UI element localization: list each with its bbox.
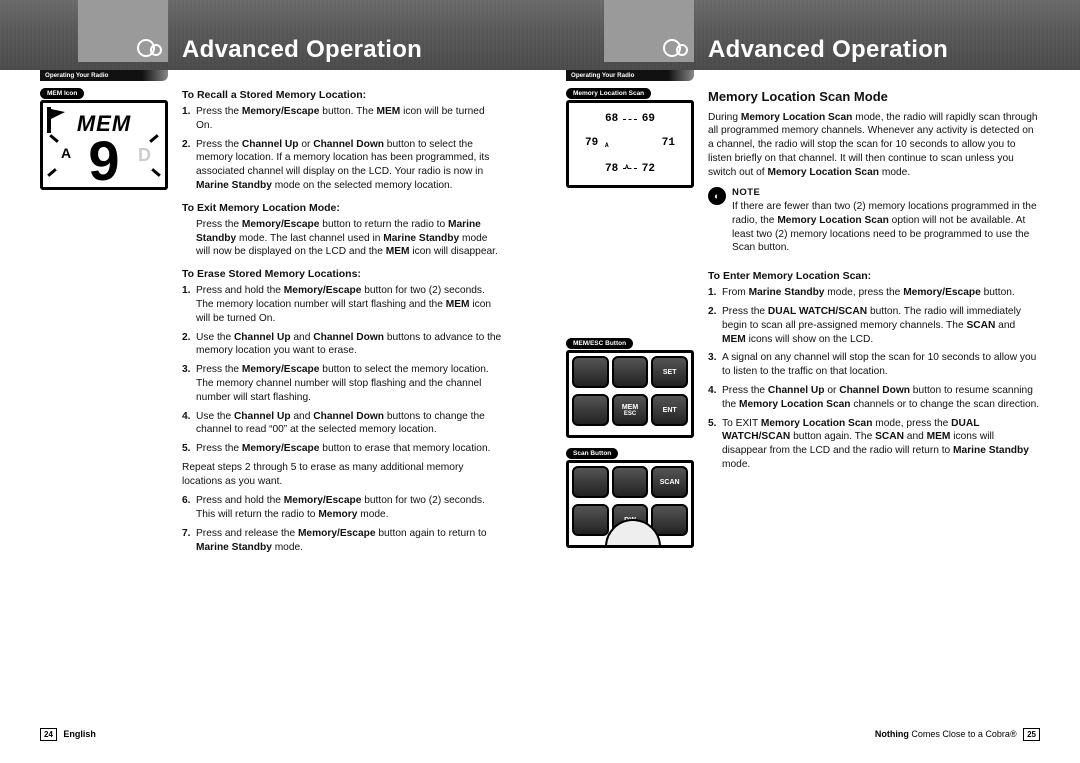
para-repeat: Repeat steps 2 through 5 to erase as man… [182, 461, 502, 489]
note-block: ◐ NOTE If there are fewer than two (2) m… [708, 187, 1040, 261]
subhead-recall: To Recall a Stored Memory Location: [182, 88, 502, 102]
footer-lang: English [63, 729, 96, 739]
tab-right [604, 0, 694, 62]
pill-scan-btn: Scan Button [566, 448, 618, 459]
list-item: 4.Use the Channel Up and Channel Down bu… [182, 410, 502, 438]
list-item: 2.Press the DUAL WATCH/SCAN button. The … [708, 305, 1040, 346]
page-title-right: Advanced Operation [708, 36, 948, 64]
list-item: 5.To EXIT Memory Location Scan mode, pre… [708, 417, 1040, 472]
list-item: 4.Press the Channel Up or Channel Down b… [708, 384, 1040, 412]
cobra-logo-icon [662, 36, 690, 58]
lcd-d: D [138, 145, 151, 166]
breadcrumb-left: Operating Your Radio [40, 70, 168, 81]
tab-left [78, 0, 168, 62]
keypad-memesc-figure: SET MEMESC ENT [566, 350, 694, 438]
scan-key: SCAN [651, 466, 688, 498]
mem-esc-key: MEMESC [612, 394, 649, 426]
set-key: SET [651, 356, 688, 388]
breadcrumb-right: Operating Your Radio [566, 70, 694, 81]
right-text-column: Memory Location Scan Mode During Memory … [708, 88, 1040, 477]
cobra-logo-icon [136, 36, 164, 58]
note-label: NOTE [732, 187, 1040, 200]
para: Press the Memory/Escape button to return… [182, 218, 502, 259]
subhead-erase: To Erase Stored Memory Locations: [182, 267, 502, 281]
subhead-exit: To Exit Memory Location Mode: [182, 201, 502, 215]
list-item: 5.Press the Memory/Escape button to eras… [182, 442, 502, 456]
lcd-scan-figure: 68 69 79 A 71 78 A 72 [566, 100, 694, 188]
page-number-right: 25 [1023, 728, 1040, 741]
list-item: 6.Press and hold the Memory/Escape butto… [182, 494, 502, 522]
note-icon: ◐ [708, 187, 726, 205]
list-item: 7.Press and release the Memory/Escape bu… [182, 527, 502, 555]
list-item: 1.Press the Memory/Escape button. The ME… [182, 105, 502, 133]
list-item: 3.Press the Memory/Escape button to sele… [182, 363, 502, 404]
list-item: 2.Use the Channel Up and Channel Down bu… [182, 331, 502, 359]
note-text: If there are fewer than two (2) memory l… [732, 200, 1040, 255]
footer-left: 24 English [40, 728, 96, 741]
list-item: 2.Press the Channel Up or Channel Down b… [182, 138, 502, 193]
page-title-left: Advanced Operation [182, 36, 422, 64]
list-item: 1.Press and hold the Memory/Escape butto… [182, 284, 502, 325]
left-text-column: To Recall a Stored Memory Location: 1.Pr… [182, 88, 502, 559]
ent-key: ENT [651, 394, 688, 426]
footer-right: Nothing Comes Close to a Cobra® 25 [875, 728, 1040, 741]
pill-mem-scan: Memory Location Scan [566, 88, 651, 99]
list-item: 3.A signal on any channel will stop the … [708, 351, 1040, 379]
page-number-left: 24 [40, 728, 57, 741]
pill-mem-icon: MEM Icon [40, 88, 84, 99]
section-head-scan: Memory Location Scan Mode [708, 88, 1040, 106]
list-item: 1.From Marine Standby mode, press the Me… [708, 286, 1040, 300]
keypad-scan-figure: SCAN DW [566, 460, 694, 548]
pill-memesc-btn: MEM/ESC Button [566, 338, 633, 349]
subhead-enter-scan: To Enter Memory Location Scan: [708, 269, 1040, 283]
para: During Memory Location Scan mode, the ra… [708, 111, 1040, 180]
lcd-mem-figure: MEM A 9 D [40, 100, 168, 190]
